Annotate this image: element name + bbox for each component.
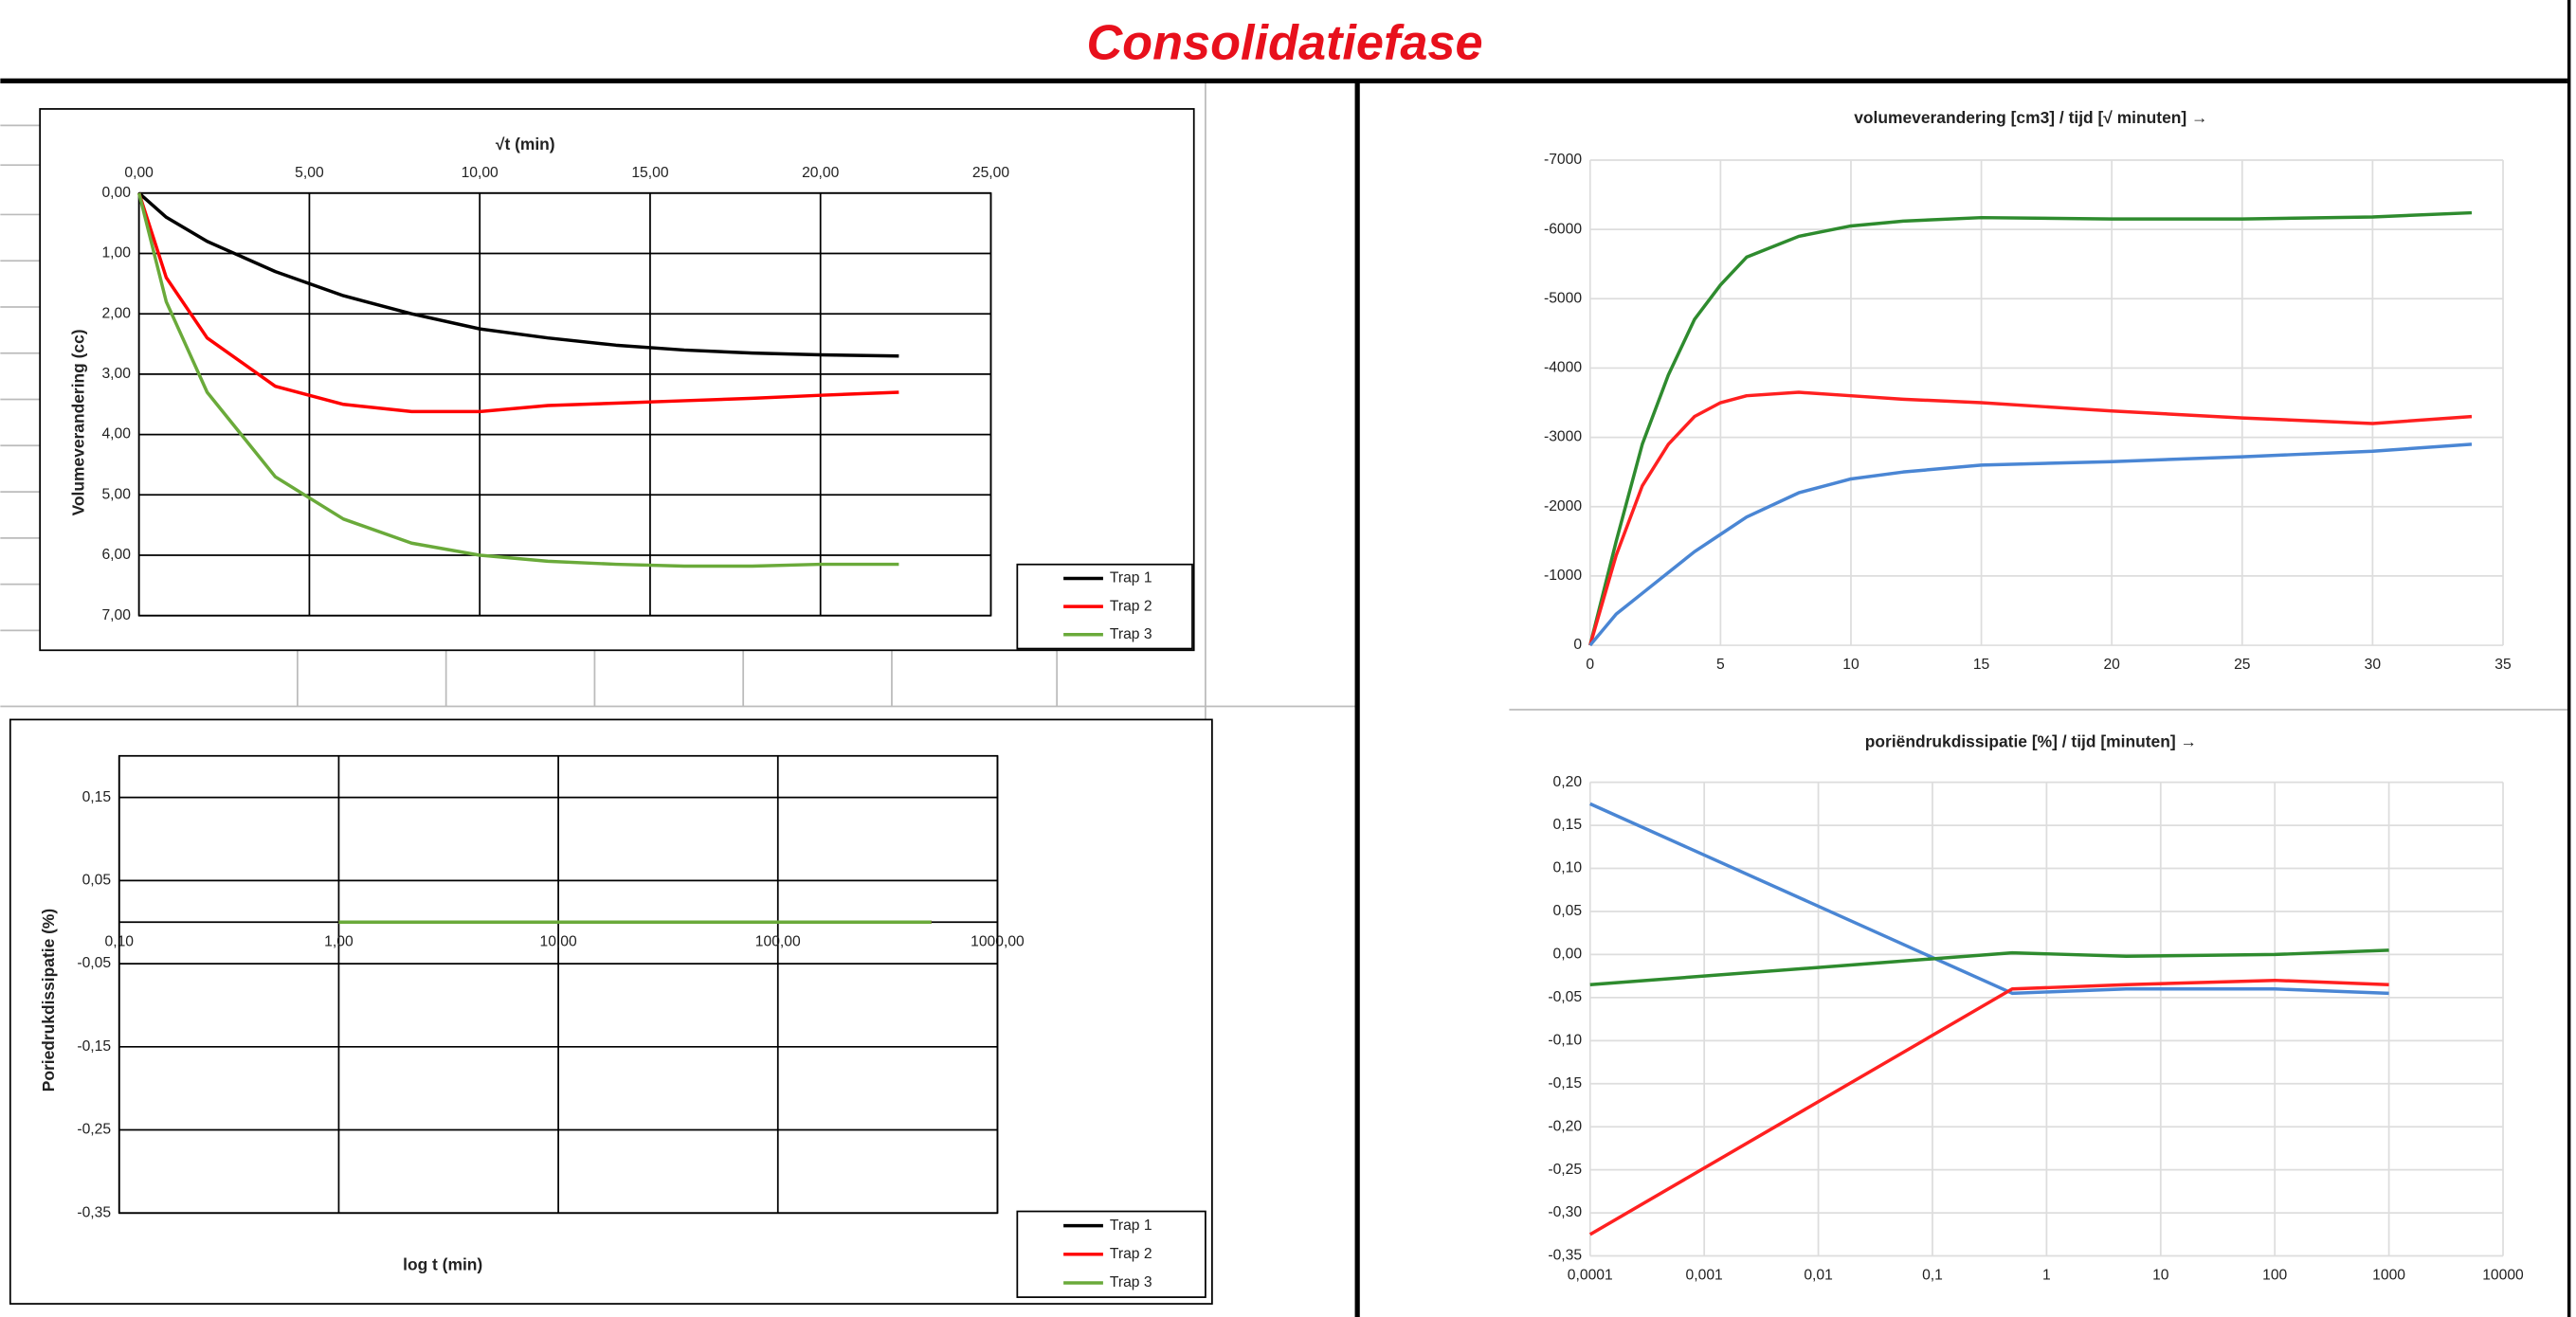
y-tick-label: -2000 <box>1544 498 1582 514</box>
chart-frame <box>9 718 1213 1305</box>
x-tick-label: 20,00 <box>802 165 839 181</box>
y-tick-label: -0,35 <box>77 1204 111 1220</box>
series-line <box>1589 948 2389 986</box>
series-line <box>1588 442 2473 647</box>
legend-label: Trap 1 <box>1110 1218 1152 1234</box>
series-line <box>137 191 899 358</box>
y-tick-label: -0,35 <box>1548 1248 1582 1264</box>
x-tick-label: 1,00 <box>324 933 354 949</box>
y-tick-label: 3,00 <box>101 366 131 382</box>
legend-box <box>1016 563 1193 650</box>
x-tick-label: 10 <box>2152 1268 2169 1284</box>
y-tick-label: -7000 <box>1544 152 1582 168</box>
x-tick-label: 10 <box>1842 657 1859 673</box>
x-tick-label: 15 <box>1973 657 1990 673</box>
x-axis-title: √t (min) <box>496 135 555 153</box>
y-tick-label: 5,00 <box>101 486 131 502</box>
x-tick-label: 10,00 <box>540 933 577 949</box>
y-tick-label: -6000 <box>1544 221 1582 237</box>
chart-title: volumeverandering [cm3] / tijd [√ minute… <box>1854 108 2207 127</box>
x-tick-label: 0 <box>1586 657 1594 673</box>
y-tick-label: 2,00 <box>101 305 131 321</box>
y-tick-label: -0,15 <box>77 1038 111 1055</box>
y-tick-label: -0,05 <box>77 955 111 971</box>
y-tick-label: -0,15 <box>1548 1075 1582 1091</box>
x-tick-label: 10000 <box>2482 1268 2524 1284</box>
series-line <box>137 192 899 414</box>
y-tick-label: 0,15 <box>1553 817 1583 833</box>
x-tick-label: 25,00 <box>972 165 1009 181</box>
y-tick-label: -5000 <box>1544 290 1582 306</box>
legend-label: Trap 3 <box>1110 1274 1152 1290</box>
x-tick-label: 0,00 <box>124 165 154 181</box>
legend-label: Trap 2 <box>1110 598 1152 614</box>
y-tick-label: 6,00 <box>101 547 131 563</box>
plot-border <box>118 754 999 1215</box>
x-tick-label: 1 <box>2042 1268 2051 1284</box>
series-line <box>1589 802 2389 996</box>
chart-frame <box>39 108 1195 652</box>
series-line <box>136 192 899 568</box>
x-tick-label: 1000 <box>2372 1268 2405 1284</box>
x-tick-label: 15,00 <box>631 165 668 181</box>
plot-border <box>137 191 992 617</box>
y-tick-label: -0,05 <box>1548 989 1582 1005</box>
y-tick-label: -4000 <box>1544 360 1582 376</box>
y-tick-label: -0,25 <box>1548 1162 1582 1178</box>
legend-label: Trap 3 <box>1110 626 1152 642</box>
legend-box <box>1016 1210 1206 1298</box>
y-tick-label: -0,10 <box>1548 1032 1582 1048</box>
x-tick-label: 100,00 <box>755 933 801 949</box>
series-line <box>1588 210 2473 646</box>
y-tick-label: 0,00 <box>1553 947 1583 963</box>
y-tick-label: -3000 <box>1544 429 1582 445</box>
y-tick-label: 0,15 <box>82 789 112 805</box>
y-axis-title: Poriedrukdissipatie (%) <box>39 909 58 1091</box>
x-axis-title: log t (min) <box>403 1255 482 1274</box>
sheet-lines <box>0 82 2567 720</box>
y-tick-label: 4,00 <box>101 426 131 442</box>
y-tick-label: 0,05 <box>82 872 112 888</box>
y-tick-label: -1000 <box>1544 568 1582 584</box>
series-line <box>1588 978 2389 1236</box>
x-tick-label: 5,00 <box>295 165 324 181</box>
y-tick-label: 0,20 <box>1553 774 1583 790</box>
page-title: Consolidatiefase <box>1086 16 1482 71</box>
y-tick-label: -0,20 <box>1548 1118 1582 1134</box>
legend-label: Trap 2 <box>1110 1246 1152 1262</box>
x-tick-label: 0,0001 <box>1568 1268 1613 1284</box>
x-tick-label: 0,01 <box>1804 1268 1832 1284</box>
x-tick-label: 20 <box>2103 657 2120 673</box>
legend-label: Trap 1 <box>1110 570 1152 586</box>
x-tick-label: 100 <box>2262 1268 2287 1284</box>
y-axis-title: Volumeverandering (cc) <box>69 329 88 515</box>
x-tick-label: 10,00 <box>462 165 499 181</box>
x-tick-label: 25 <box>2234 657 2251 673</box>
x-tick-label: 35 <box>2494 657 2512 673</box>
y-tick-label: 0,05 <box>1553 903 1583 919</box>
y-tick-label: 1,00 <box>101 245 131 262</box>
x-tick-label: 0,001 <box>1686 1268 1723 1284</box>
x-tick-label: 5 <box>1716 657 1725 673</box>
y-tick-label: 0,10 <box>1553 860 1583 876</box>
y-tick-label: 0 <box>1573 637 1582 653</box>
chart-title: poriëndrukdissipatie [%] / tijd [minuten… <box>1865 731 2197 750</box>
series-line <box>1588 390 2473 646</box>
y-tick-label: 0,00 <box>101 185 131 201</box>
y-tick-label: -0,30 <box>1548 1204 1582 1220</box>
y-tick-label: 7,00 <box>101 607 131 623</box>
x-tick-label: 30 <box>2365 657 2382 673</box>
y-tick-label: -0,25 <box>77 1122 111 1138</box>
x-tick-label: 0,1 <box>1922 1268 1943 1284</box>
